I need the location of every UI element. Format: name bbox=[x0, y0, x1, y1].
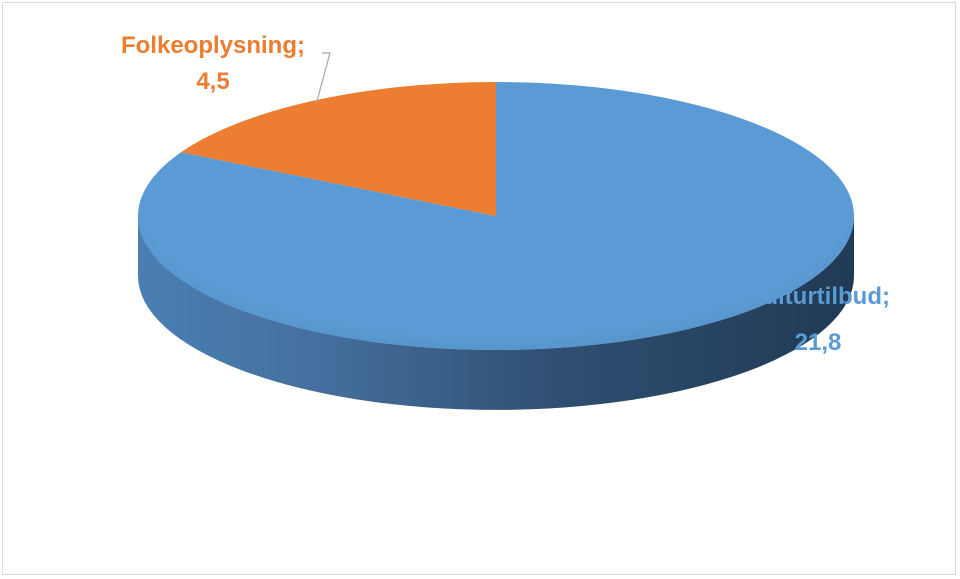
data-label-kulturtilbud: Kulturtilbud; 21,8 bbox=[746, 283, 890, 356]
pie-layer bbox=[137, 82, 854, 410]
leader-line-folkeoplysning bbox=[315, 52, 331, 104]
data-label-folkeoplysning: Folkeoplysning; 4,5 bbox=[121, 32, 305, 95]
pie-side-wall bbox=[138, 216, 854, 410]
pie-top-shading bbox=[138, 82, 854, 350]
label-layer: Kulturtilbud; 21,8 Folkeoplysning; 4,5 bbox=[121, 32, 890, 356]
